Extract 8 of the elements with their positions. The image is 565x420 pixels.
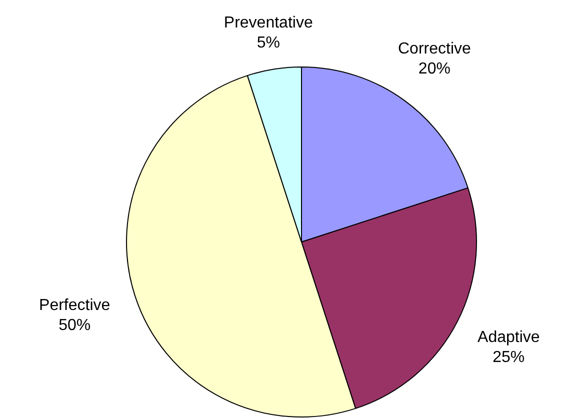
slice-label: Perfective [39, 297, 110, 314]
data-label: 25% [492, 348, 525, 366]
data-label: 50% [58, 317, 91, 334]
data-label: 20% [418, 60, 450, 78]
slice-label: Adaptive [478, 328, 540, 346]
data-label: 5% [256, 34, 280, 52]
slice-label: Preventative [224, 14, 313, 32]
slice-label: Corrective [398, 40, 471, 58]
